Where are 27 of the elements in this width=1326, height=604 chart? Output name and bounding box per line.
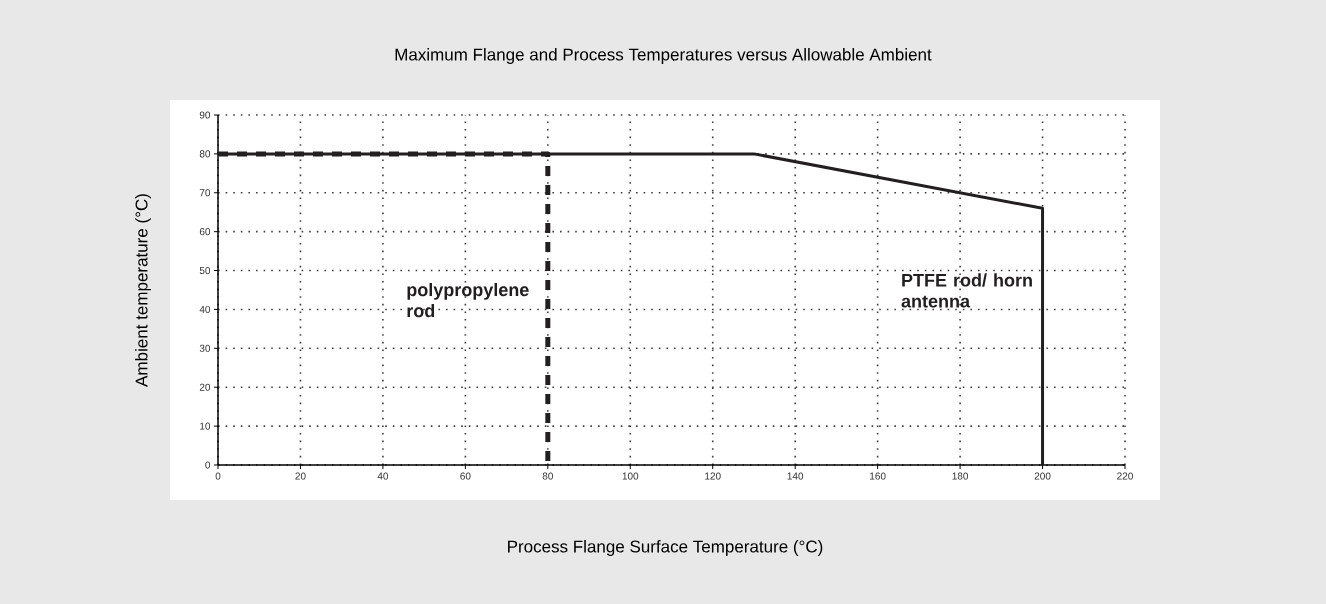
x-tick-label: 140 [787, 472, 804, 480]
y-tick-label: 90 [199, 111, 211, 119]
y-tick-label: 70 [199, 189, 211, 197]
x-tick-label: 120 [705, 472, 721, 480]
series-label: polypropylene rod [407, 282, 529, 318]
y-tick-label: 40 [199, 305, 211, 313]
x-tick-label: 20 [295, 472, 306, 480]
x-axis-title: Process Flange Surface Temperature (°C) [508, 540, 823, 556]
x-tick-label: 160 [870, 472, 886, 480]
chart-title: Maximum Flange and Process Temperatures versus Allowable Ambient [395, 48, 932, 64]
y-tick-label: 60 [199, 228, 211, 236]
x-tick-label: 200 [1034, 472, 1051, 480]
x-tick-label: 220 [1117, 472, 1133, 480]
x-tick-label: 60 [460, 472, 471, 480]
y-tick-label: 80 [199, 150, 211, 158]
y-tick-label: 50 [199, 267, 211, 275]
series-label: PTFE rod/ horn antenna [901, 273, 1032, 308]
x-tick-label: 40 [377, 472, 389, 480]
y-tick-label: 30 [199, 344, 211, 352]
x-tick-label: 0 [215, 472, 221, 480]
x-tick-label: 80 [542, 472, 553, 480]
y-tick-label: 0 [205, 461, 211, 469]
y-axis-title: Ambient temperature (°C) [135, 194, 151, 387]
x-tick-label: 100 [622, 472, 639, 480]
y-tick-label: 10 [200, 422, 211, 430]
y-tick-label: 20 [199, 383, 211, 391]
x-tick-label: 180 [952, 472, 969, 480]
